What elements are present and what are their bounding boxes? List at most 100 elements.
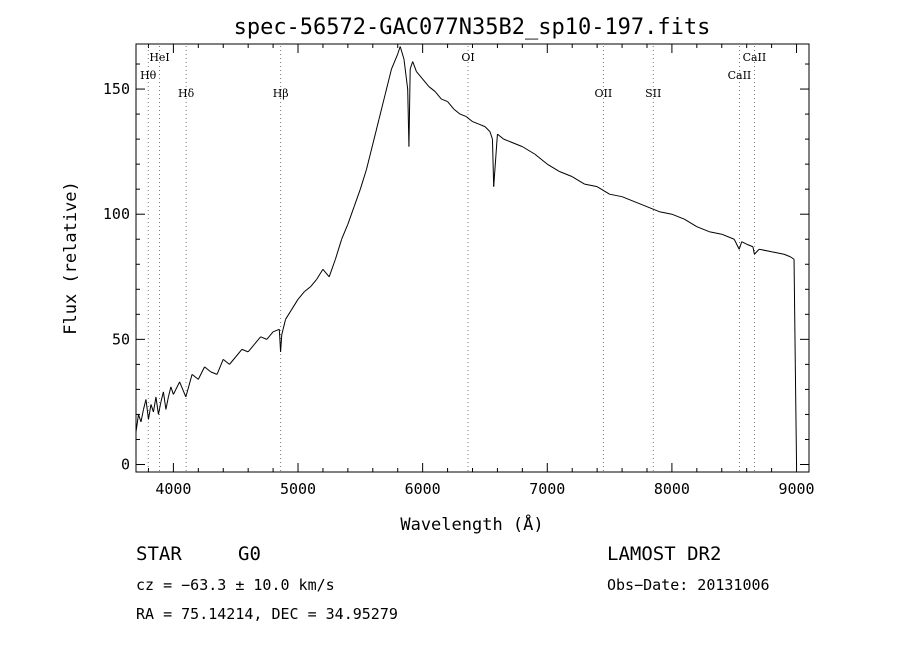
flux-segment	[696, 226, 710, 233]
flux-segment	[399, 46, 405, 60]
flux-segment	[434, 91, 442, 100]
flux-segment	[741, 241, 747, 245]
flux-segment	[378, 93, 386, 120]
flux-segment	[634, 201, 648, 208]
flux-segment	[497, 133, 504, 140]
flux-segment	[303, 286, 311, 293]
flux-segment	[172, 381, 181, 395]
flux-segment	[322, 268, 330, 278]
flux-segment	[465, 116, 473, 122]
flux-segment	[441, 98, 448, 103]
flux-segment	[254, 336, 262, 345]
line-marker-label: SII	[645, 87, 661, 100]
flux-segment	[794, 364, 798, 465]
flux-segment	[280, 334, 283, 352]
x-tick-label: 8000	[654, 480, 690, 498]
flux-segment	[297, 291, 305, 300]
flux-segment	[522, 146, 536, 155]
flux-segment	[790, 256, 795, 260]
flux-segment	[152, 396, 157, 413]
line-marker-label: OII	[595, 87, 613, 100]
y-tick-label: 100	[103, 205, 130, 223]
flux-segment	[733, 239, 740, 250]
flux-segment	[167, 386, 172, 398]
flux-segment	[140, 409, 144, 423]
flux-segment	[179, 381, 187, 398]
flux-segment	[412, 61, 417, 72]
flux-segment	[746, 243, 754, 248]
flux-segment	[391, 53, 399, 70]
flux-segment	[229, 356, 237, 365]
flux-segment	[759, 248, 772, 253]
flux-segment	[210, 371, 218, 375]
flux-segment	[754, 248, 760, 255]
chart-title: spec-56572-GAC077N35B2_sp10-197.fits	[234, 15, 711, 40]
flux-segment	[328, 259, 336, 277]
line-marker-label: HeI	[149, 51, 169, 64]
flux-segment	[609, 193, 623, 198]
x-tick-label: 5000	[280, 480, 316, 498]
flux-segment	[447, 101, 455, 110]
flux-segment	[272, 328, 280, 333]
flux-segment	[341, 224, 349, 240]
flux-segment	[160, 391, 164, 403]
flux-segment	[384, 68, 392, 95]
flux-segment	[247, 344, 255, 353]
flux-segment	[197, 366, 205, 380]
flux-segment	[783, 253, 791, 258]
flux-segment	[709, 231, 722, 235]
flux-segment	[185, 374, 193, 398]
flux-segment	[216, 359, 224, 375]
line-marker-label: CaII	[743, 51, 767, 64]
flux-segment	[359, 169, 368, 190]
flux-segment	[222, 358, 230, 365]
flux-segment	[584, 183, 598, 188]
flux-segment	[491, 139, 495, 187]
flux-segment	[285, 309, 293, 320]
flux-segment	[416, 71, 424, 80]
x-tick-label: 4000	[155, 480, 191, 498]
flux-segment	[409, 61, 414, 70]
x-tick-label: 6000	[405, 480, 441, 498]
x-tick-label: 7000	[529, 480, 565, 498]
flux-segment	[135, 414, 139, 433]
line-marker-label: CaII	[728, 69, 752, 82]
x-tick-label: 9000	[778, 480, 814, 498]
flux-segment	[403, 58, 409, 90]
flux-segment	[752, 246, 755, 255]
flux-segment	[366, 143, 374, 170]
flux-segment	[493, 134, 498, 187]
observation-date: Obs−Date: 20131006	[607, 576, 770, 594]
axis-ticks: 4000 5000 6000 7000 8000 9000 0 50 100 150	[103, 44, 815, 498]
flux-segment	[621, 196, 635, 203]
flux-segment	[170, 386, 174, 395]
flux-segment	[150, 404, 154, 413]
flux-segment	[372, 118, 380, 145]
flux-segment	[260, 336, 268, 340]
flux-segment	[397, 46, 401, 55]
flux-segment	[165, 396, 169, 410]
flux-segment	[472, 121, 479, 125]
flux-segment	[721, 233, 735, 240]
flux-segment	[316, 268, 324, 280]
y-tick-label: 50	[112, 330, 130, 348]
flux-segment	[671, 213, 685, 220]
flux-series	[135, 46, 798, 465]
flux-segment	[334, 239, 343, 260]
flux-segment	[145, 399, 149, 420]
flux-segment	[155, 396, 159, 415]
flux-segment	[422, 78, 430, 87]
line-marker-label: Hβ	[273, 87, 289, 100]
flux-segment	[684, 218, 698, 228]
flux-segment	[157, 401, 162, 415]
flux-segment	[408, 69, 411, 147]
flux-segment	[459, 113, 467, 118]
object-subclass: G0	[238, 543, 261, 565]
flux-segment	[235, 349, 243, 358]
flux-segment	[571, 176, 585, 185]
flux-segment	[281, 319, 287, 335]
flux-segment	[659, 211, 673, 215]
flux-segment	[428, 86, 436, 92]
flux-segment	[353, 189, 361, 207]
